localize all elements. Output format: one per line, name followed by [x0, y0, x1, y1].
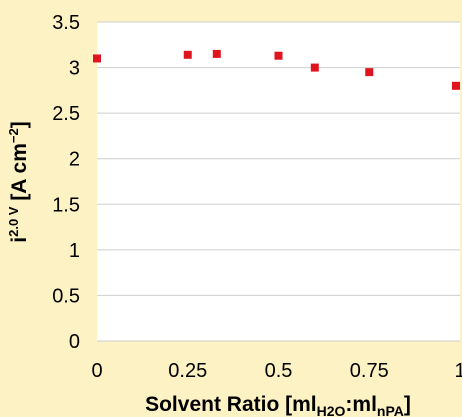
- x-tick-label: 0.5: [265, 360, 293, 382]
- data-point: [310, 63, 319, 72]
- x-tick-label: 1: [454, 360, 462, 382]
- y-axis-ticks: 0 0.5 1 1.5 2 2.5 3 3.5: [52, 12, 80, 353]
- data-point: [93, 54, 101, 63]
- data-point: [183, 50, 192, 59]
- y-tick-label: 1.5: [52, 194, 80, 216]
- plot-area: [97, 22, 460, 341]
- data-point: [274, 51, 283, 60]
- y-axis-title-sup2: −2: [6, 128, 21, 143]
- x-axis-ticks: 0 0.25 0.5 0.75 1: [91, 360, 462, 382]
- x-axis-title: Solvent Ratio [mlH2O:mlnPA]: [145, 393, 411, 417]
- y-axis-title: i2.0 V [A cm−2]: [6, 121, 31, 242]
- data-point: [212, 49, 221, 58]
- y-tick-label: 0: [69, 331, 80, 353]
- y-tick-label: 2: [69, 149, 80, 171]
- x-axis-title-sub2: nPA: [377, 403, 404, 417]
- x-tick-label: 0.75: [350, 360, 389, 382]
- x-axis-title-mid: :ml: [345, 393, 377, 416]
- data-point: [452, 81, 460, 90]
- y-tick-label: 3: [69, 58, 80, 80]
- data-point: [365, 68, 374, 77]
- y-tick-label: 1: [69, 240, 80, 262]
- y-tick-label: 0.5: [52, 285, 80, 307]
- x-axis-title-main: Solvent Ratio [ml: [145, 393, 317, 416]
- x-tick-label: 0.25: [168, 360, 207, 382]
- data-points: [93, 49, 460, 90]
- x-axis-title-end: ]: [404, 393, 411, 416]
- y-axis-title-rest: [A cm: [8, 143, 31, 206]
- y-axis-title-main: i: [8, 237, 31, 243]
- gridlines: [97, 21, 460, 342]
- y-tick-label: 2.5: [52, 103, 80, 125]
- y-axis-title-end: ]: [8, 121, 31, 128]
- x-tick-label: 0: [91, 360, 102, 382]
- x-axis-title-sub1: H2O: [317, 403, 346, 417]
- y-axis-title-sup: 2.0 V: [6, 206, 21, 237]
- y-tick-label: 3.5: [52, 12, 80, 34]
